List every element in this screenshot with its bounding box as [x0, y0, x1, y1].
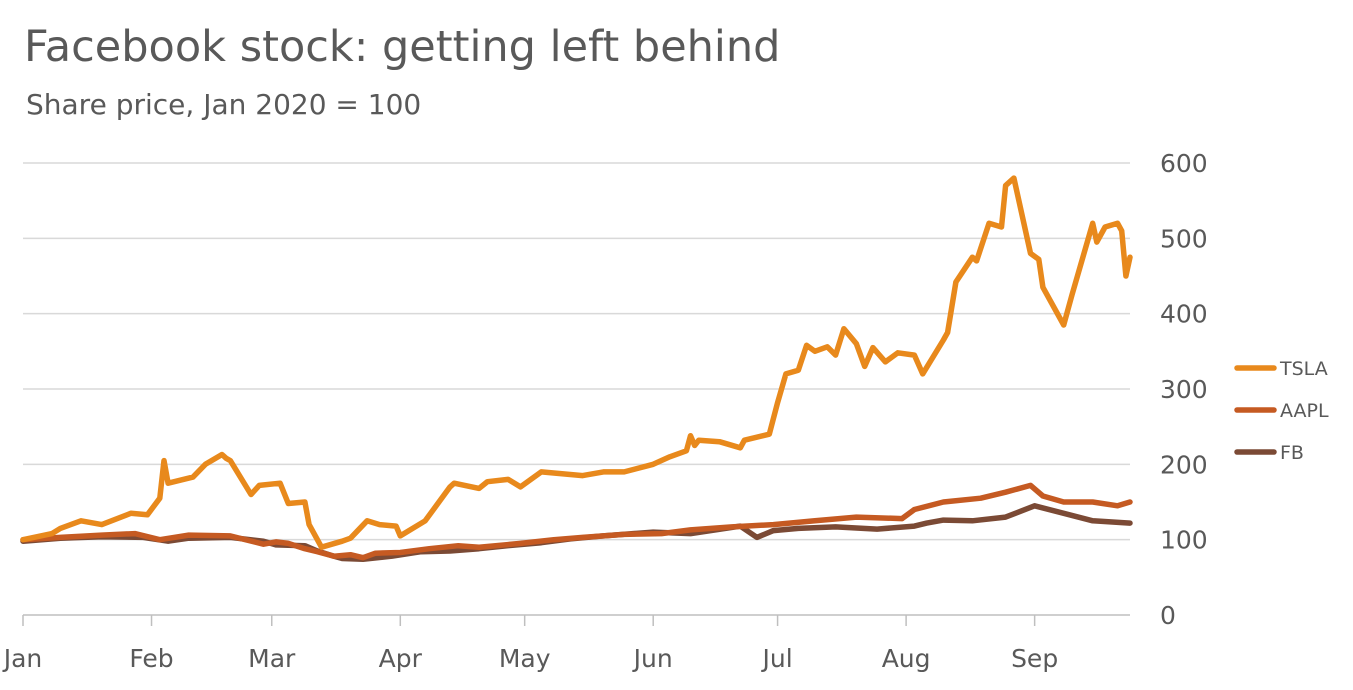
y-tick-label: 0 — [1160, 601, 1176, 630]
x-tick-label: Jul — [760, 644, 792, 673]
x-tick-label: Aug — [882, 644, 931, 673]
chart-subtitle: Share price, Jan 2020 = 100 — [26, 88, 422, 121]
y-tick-label: 500 — [1160, 224, 1208, 253]
y-tick-label: 200 — [1160, 450, 1208, 479]
legend-label-aapl: AAPL — [1280, 400, 1329, 422]
y-tick-label: 600 — [1160, 149, 1208, 178]
x-tick-label: Feb — [129, 644, 173, 673]
x-tick-label: Mar — [248, 644, 296, 673]
x-tick-label: Sep — [1011, 644, 1058, 673]
legend: TSLA AAPL FB — [1234, 358, 1329, 464]
y-tick-labels: 0 100 200 300 400 500 600 — [1160, 149, 1208, 630]
x-tick-label: May — [499, 644, 551, 673]
x-tick-label: Jun — [632, 644, 673, 673]
x-tick-label: Apr — [379, 644, 423, 673]
x-tick-label: Jan — [2, 644, 43, 673]
x-tick-labels: Jan Feb Mar Apr May Jun Jul Aug Sep — [2, 644, 1058, 673]
legend-label-tsla: TSLA — [1279, 358, 1328, 380]
chart-title: Facebook stock: getting left behind — [24, 22, 781, 72]
x-axis — [22, 614, 1130, 626]
series-line-tsla — [20, 175, 1133, 550]
y-tick-label: 100 — [1160, 526, 1208, 555]
series-line-aapl — [20, 482, 1133, 561]
y-tick-label: 400 — [1160, 300, 1208, 329]
legend-label-fb: FB — [1280, 442, 1304, 464]
series-lines — [20, 175, 1133, 563]
y-tick-label: 300 — [1160, 375, 1208, 404]
gridlines — [23, 162, 1130, 541]
